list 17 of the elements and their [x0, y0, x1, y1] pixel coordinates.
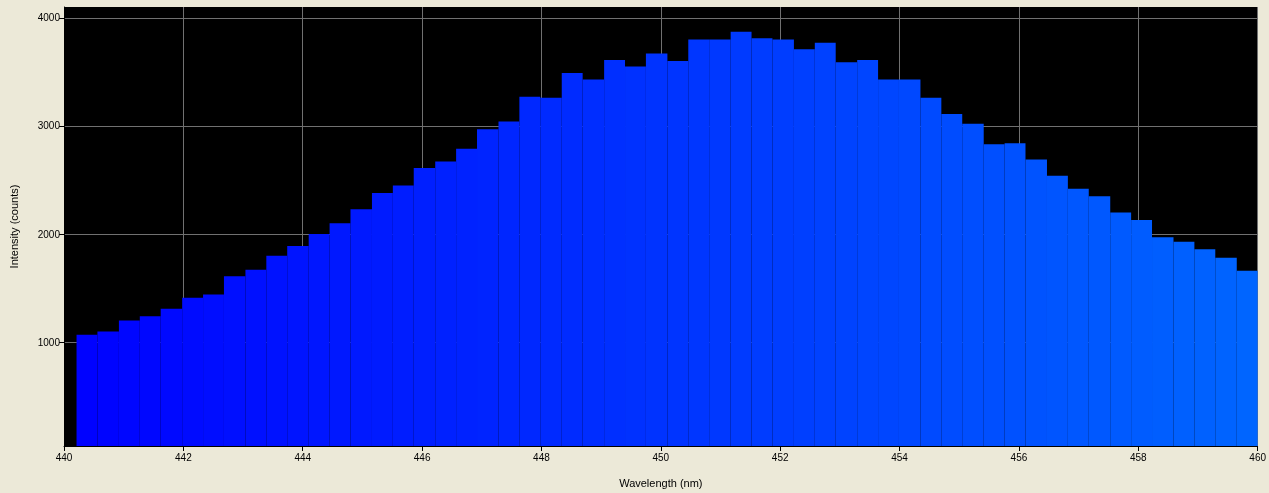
x-tick-label: 444	[294, 451, 312, 463]
y-tick-label: 4000	[37, 12, 61, 24]
y-tick-label: 1000	[37, 336, 61, 348]
x-tick-label: 452	[771, 451, 789, 463]
y-axis-title: Intensity (counts)	[7, 184, 20, 269]
x-tick-label: 450	[652, 451, 670, 463]
x-axis-title: Wavelength (nm)	[619, 476, 703, 489]
x-tick-label: 456	[1010, 451, 1028, 463]
x-tick-label: 442	[175, 451, 193, 463]
x-tick-label: 460	[1249, 451, 1267, 463]
x-tick-label: 458	[1129, 451, 1148, 463]
x-tick-label: 440	[55, 451, 73, 463]
x-tick-label: 448	[533, 451, 551, 463]
x-tick-label: 454	[891, 451, 909, 463]
y-tick-label: 3000	[37, 120, 61, 132]
x-tick-label: 446	[413, 451, 431, 463]
y-tick-label: 2000	[37, 228, 61, 240]
